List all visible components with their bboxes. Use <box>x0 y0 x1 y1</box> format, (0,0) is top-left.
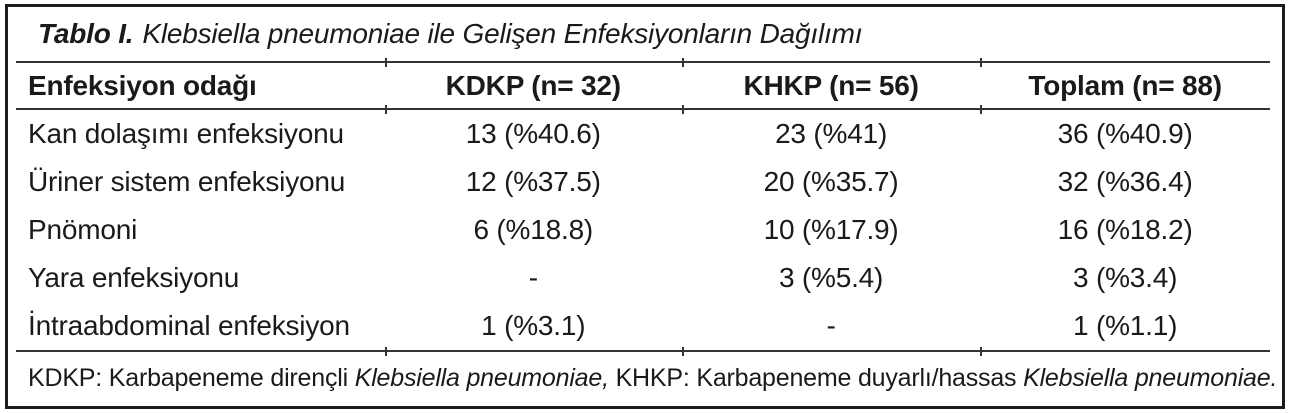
column-divider-tick <box>980 105 983 114</box>
table-title-text: Klebsiella pneumoniae ile Gelişen Enfeks… <box>142 18 863 49</box>
table-row: Yara enfeksiyonu - 3 (%5.4) 3 (%3.4) <box>16 254 1270 302</box>
column-divider-tick <box>384 105 387 114</box>
value-cell: 36 (%40.9) <box>1057 118 1193 149</box>
column-divider-tick <box>681 105 684 114</box>
table-footnote: KDKP: Karbapeneme dirençli Klebsiella pn… <box>16 352 1277 404</box>
value-cell: 3 (%3.4) <box>1073 262 1178 293</box>
row-label-cell: Pnömoni <box>28 214 138 245</box>
value-cell: 12 (%37.5) <box>465 166 601 197</box>
species-name-italic: Klebsiella pneumoniae. <box>1023 363 1278 392</box>
value-cell: 3 (%5.4) <box>778 262 884 293</box>
value-cell: - <box>826 310 836 341</box>
table-title: Tablo I. Klebsiella pneumoniae ile Geliş… <box>16 7 1270 61</box>
table-row: Üriner sistem enfeksiyonu 12 (%37.5) 20 (%… <box>16 158 1270 206</box>
column-divider-tick <box>384 58 387 67</box>
rule-below-title <box>16 58 1270 67</box>
table-body: Kan dolaşımı enfeksiyonu 13 (%40.6) 23 (%4… <box>16 110 1270 350</box>
rule-below-header <box>16 105 1270 114</box>
value-cell: 6 (%18.8) <box>473 214 594 245</box>
column-divider-tick <box>980 58 983 67</box>
row-label-cell: İntraabdominal enfeksiyon <box>28 310 350 341</box>
table-row: Pnömoni 6 (%18.8) 10 (%17.9) 16 (%18.2) <box>16 206 1270 254</box>
value-cell: 1 (%1.1) <box>1073 310 1178 341</box>
value-cell: - <box>528 262 538 293</box>
table-row: Kan dolaşımı enfeksiyonu 13 (%40.6) 23 (%4… <box>16 110 1270 158</box>
value-cell: 1 (%3.1) <box>481 310 586 341</box>
rule-above-footnote <box>16 347 1270 356</box>
value-cell: 16 (%18.2) <box>1057 214 1193 245</box>
table-header-row: Enfeksiyon odağı KDKP (n= 32) KHKP (n= 56)… <box>16 63 1270 108</box>
value-cell: 32 (%36.4) <box>1057 166 1193 197</box>
row-label-cell: Yara enfeksiyonu <box>28 262 240 293</box>
header-cell-infection-site: Enfeksiyon odağı <box>28 69 257 101</box>
table-title-label: Tablo I. <box>38 18 134 49</box>
header-cell: KHKP (n= 56) <box>743 69 919 101</box>
table-row: İntraabdominal enfeksiyon 1 (%3.1) - 1 (%1.… <box>16 302 1270 350</box>
footnote-text: KHKP: Karbapeneme duyarlı/hassas <box>608 363 1024 392</box>
column-divider-tick <box>681 347 684 356</box>
table-tablo-1: Tablo I. Klebsiella pneumoniae ile Geliş… <box>5 4 1285 409</box>
column-divider-tick <box>681 58 684 67</box>
row-label-cell: Kan dolaşımı enfeksiyonu <box>28 118 344 149</box>
header-cell: KDKP (n= 32) <box>445 69 621 101</box>
value-cell: 20 (%35.7) <box>763 166 899 197</box>
column-divider-tick <box>980 347 983 356</box>
species-name-italic: Klebsiella pneumoniae, <box>354 363 609 392</box>
column-divider-tick <box>384 347 387 356</box>
footnote-text: KDKP: Karbapeneme dirençli <box>28 363 355 392</box>
row-label-cell: Üriner sistem enfeksiyonu <box>28 166 346 197</box>
value-cell: 10 (%17.9) <box>763 214 899 245</box>
value-cell: 23 (%41) <box>775 118 888 149</box>
header-cell: Toplam (n= 88) <box>1028 69 1222 101</box>
value-cell: 13 (%40.6) <box>465 118 601 149</box>
